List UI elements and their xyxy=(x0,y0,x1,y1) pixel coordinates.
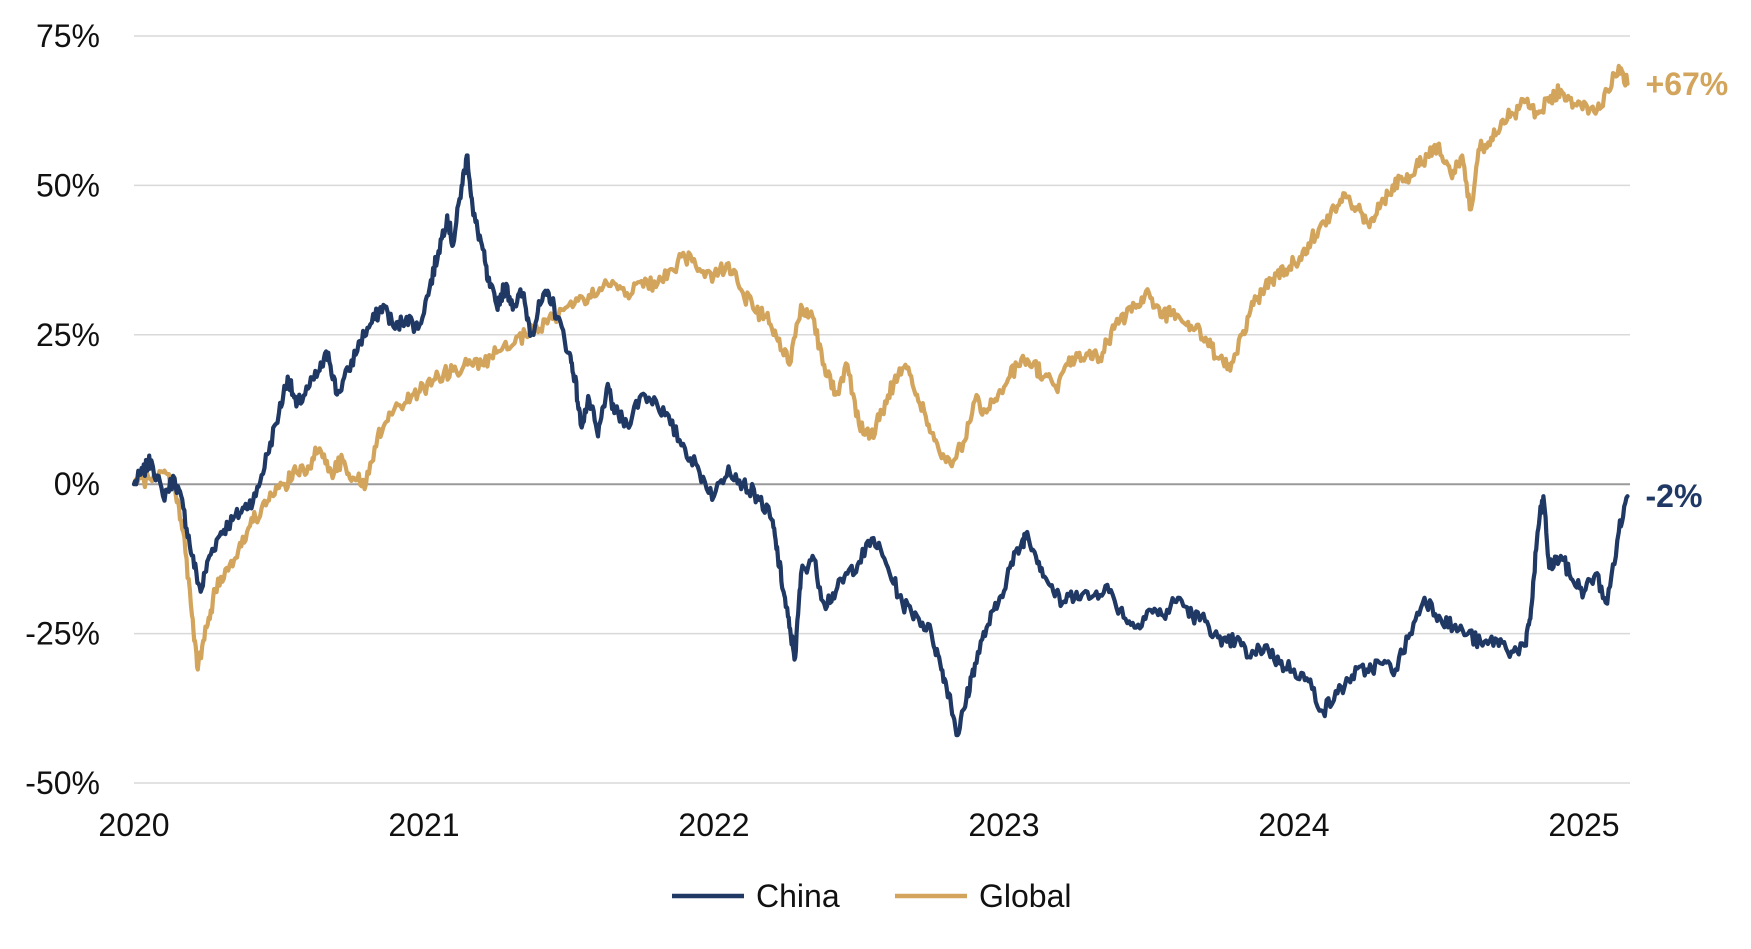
x-tick-label: 2023 xyxy=(968,807,1039,843)
x-tick-label: 2024 xyxy=(1258,807,1329,843)
y-tick-label: 0% xyxy=(54,466,100,502)
end-label-global: +67% xyxy=(1646,66,1729,102)
legend: China Global xyxy=(672,878,1072,914)
y-axis-tick-labels: 75% 50% 25% 0% -25% -50% xyxy=(25,18,100,801)
end-label-china: -2% xyxy=(1646,478,1703,514)
series-line-china xyxy=(131,153,1630,738)
y-tick-label: 25% xyxy=(36,317,100,353)
y-tick-label: -50% xyxy=(25,765,100,801)
y-tick-label: 75% xyxy=(36,18,100,54)
x-tick-label: 2021 xyxy=(388,807,459,843)
x-axis-tick-labels: 2020 2021 2022 2023 2024 2025 xyxy=(98,807,1619,843)
series-line-global xyxy=(131,63,1630,672)
gridlines xyxy=(134,35,1630,784)
x-tick-label: 2025 xyxy=(1548,807,1619,843)
end-labels: +67% -2% xyxy=(1646,66,1729,514)
legend-label-global: Global xyxy=(979,878,1072,914)
legend-label-china: China xyxy=(756,878,840,914)
y-tick-label: -25% xyxy=(25,616,100,652)
series-layer xyxy=(131,63,1630,738)
x-tick-label: 2022 xyxy=(678,807,749,843)
y-tick-label: 50% xyxy=(36,167,100,203)
x-tick-label: 2020 xyxy=(98,807,169,843)
